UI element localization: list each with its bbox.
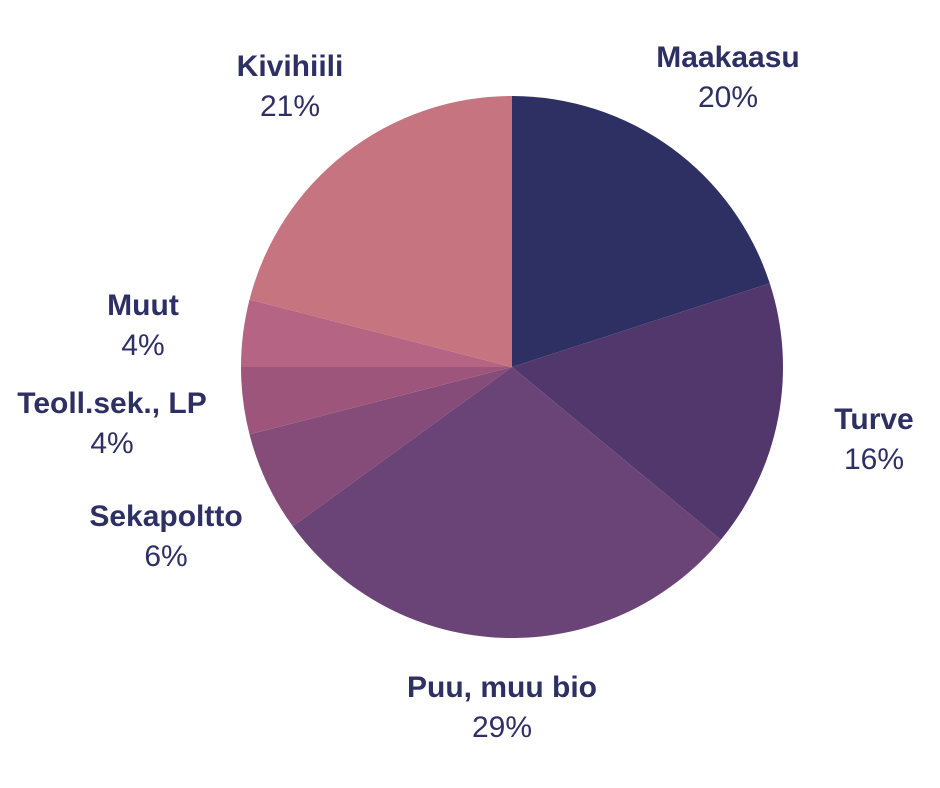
pie-slice-3 [249, 367, 512, 527]
slice-percent: 4% [90, 427, 134, 460]
pie-slice-4 [241, 367, 512, 435]
slice-label-1: Turve 16% [834, 402, 913, 478]
pie-slice-5 [241, 299, 512, 367]
slice-name: Teoll.sek., LP [17, 387, 207, 420]
slice-label-6: Kivihiili 21% [237, 49, 344, 125]
slice-percent: 4% [121, 329, 165, 362]
pie-slice-0 [512, 96, 770, 367]
pie-slice-2 [292, 367, 721, 638]
slice-name: Maakaasu [656, 41, 800, 74]
slice-name: Puu, muu bio [407, 671, 597, 704]
slice-percent: 20% [697, 81, 759, 114]
slice-label-2: Puu, muu bio 29% [407, 670, 597, 746]
slice-name: Turve [834, 403, 914, 436]
slice-percent: 29% [471, 711, 533, 744]
slice-name: Kivihiili [236, 50, 344, 83]
slice-percent: 16% [843, 443, 905, 476]
pie-slice-6 [249, 96, 512, 367]
slice-name: Muut [107, 289, 179, 322]
slice-percent: 6% [144, 540, 188, 573]
slice-label-4: Teoll.sek., LP 4% [17, 386, 207, 462]
slice-label-3: Sekapoltto 6% [89, 499, 242, 575]
pie-slice-1 [512, 283, 784, 540]
slice-percent: 21% [259, 90, 321, 123]
slice-name: Sekapoltto [89, 500, 243, 533]
slice-label-0: Maakaasu 20% [656, 40, 799, 116]
slice-label-5: Muut 4% [107, 288, 179, 364]
